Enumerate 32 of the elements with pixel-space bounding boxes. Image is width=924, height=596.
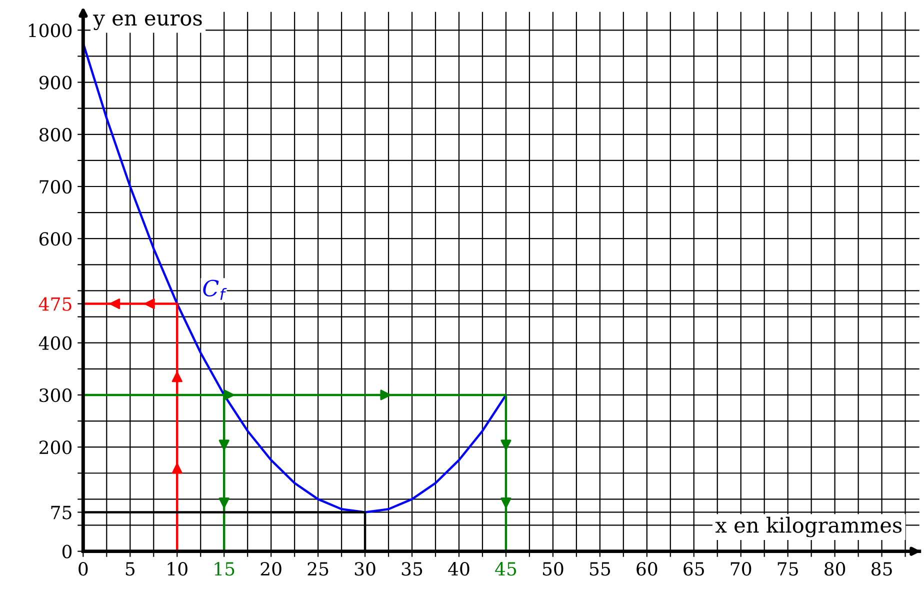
y-tick-label: 0: [62, 544, 72, 558]
y-tick-label: 700: [40, 180, 72, 194]
y-tick-label: 200: [40, 440, 72, 454]
x-tick-label: 85: [872, 562, 892, 576]
x-tick-label: 25: [308, 562, 328, 576]
x-tick-label: 60: [636, 562, 658, 576]
y-tick-label: 475: [38, 297, 72, 311]
x-tick-label: 70: [730, 562, 752, 576]
annotation: C$_{f}$: [203, 280, 227, 300]
y-axis-title: y en euros: [93, 14, 202, 30]
x-tick-label: 0: [78, 562, 88, 576]
x-tick-label: 20: [260, 562, 282, 576]
x-tick-label: 5: [126, 562, 134, 576]
x-tick-label: 15: [214, 562, 234, 576]
x-tick-label: 40: [448, 562, 470, 576]
x-tick-label: 65: [684, 562, 704, 576]
x-tick-label: 45: [495, 562, 516, 576]
y-tick-label: 600: [39, 232, 72, 246]
x-tick-label: 50: [542, 562, 564, 576]
y-tick-label: 800: [39, 128, 72, 142]
x-tick-label: 55: [590, 562, 610, 576]
y-tick-label: 300: [40, 388, 72, 402]
x-tick-label: 30: [354, 562, 376, 576]
x-tick-label: 10: [168, 562, 188, 576]
y-tick-label: 400: [38, 336, 72, 350]
x-tick-label: 35: [402, 562, 422, 576]
y-tick-label: 1000: [28, 24, 72, 38]
x-axis-title: x en kilogrammes: [715, 516, 902, 538]
x-tick-label: 75: [778, 562, 798, 576]
x-tick-label: 80: [824, 562, 846, 576]
y-tick-label: 900: [39, 76, 72, 90]
y-tick-label: 75: [51, 506, 72, 520]
